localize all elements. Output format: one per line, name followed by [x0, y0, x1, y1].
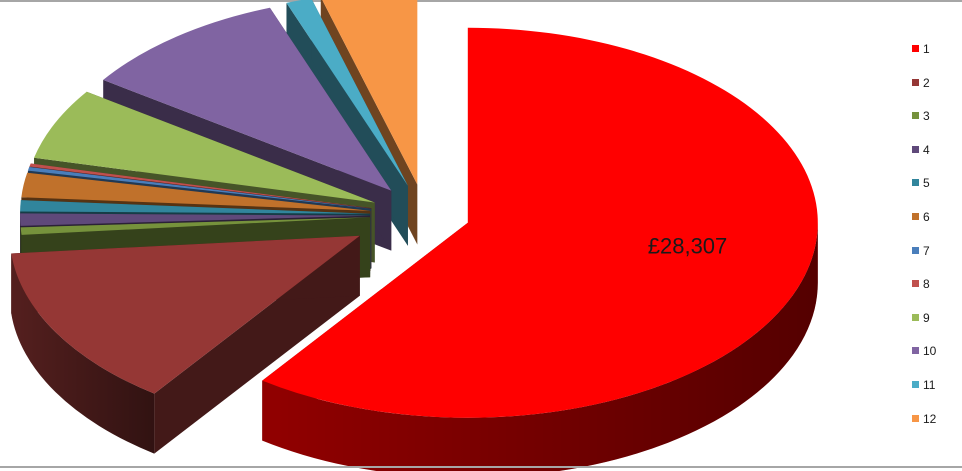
legend-swatch-1 — [912, 45, 919, 52]
legend-item-8: 8 — [912, 277, 962, 291]
data-labels: £28,307 — [648, 234, 728, 259]
top-border-line — [0, 0, 962, 2]
legend-item-11: 11 — [912, 378, 962, 392]
pie-slice-2 — [11, 235, 360, 454]
bottom-border-line — [0, 466, 962, 468]
legend-item-5: 5 — [912, 176, 962, 190]
legend-label-8: 8 — [923, 277, 930, 292]
legend-swatch-3 — [912, 112, 919, 120]
legend-swatch-10 — [912, 347, 919, 355]
legend-swatch-5 — [912, 179, 919, 187]
data-label-1: £28,307 — [648, 234, 728, 259]
legend-label-7: 7 — [923, 243, 930, 258]
legend-swatch-12 — [912, 414, 919, 422]
legend-swatch-9 — [912, 313, 919, 321]
legend-item-1: 1 — [912, 42, 962, 56]
legend-label-1: 1 — [923, 42, 930, 56]
legend-item-2: 2 — [912, 76, 962, 90]
legend-label-3: 3 — [923, 109, 930, 124]
legend-item-7: 7 — [912, 244, 962, 258]
legend-label-6: 6 — [923, 210, 930, 224]
legend-label-10: 10 — [923, 344, 937, 359]
legend-label-11: 11 — [923, 378, 936, 392]
legend-item-4: 4 — [912, 143, 962, 157]
legend-swatch-8 — [912, 280, 919, 288]
legend-label-9: 9 — [923, 310, 930, 325]
legend-label-5: 5 — [923, 176, 930, 191]
legend-swatch-7 — [912, 246, 919, 254]
pie-slices — [11, 0, 818, 471]
legend-label-2: 2 — [923, 75, 930, 90]
legend-swatch-4 — [912, 145, 919, 153]
legend-swatch-2 — [912, 78, 919, 86]
legend-item-10: 10 — [912, 344, 962, 358]
legend-item-12: 12 — [912, 412, 962, 426]
legend-swatch-11 — [912, 381, 919, 388]
pie-slice-1 — [262, 27, 818, 471]
legend-swatch-6 — [912, 213, 919, 220]
legend-item-9: 9 — [912, 311, 962, 325]
legend-item-6: 6 — [912, 210, 962, 224]
legend-label-12: 12 — [923, 411, 937, 426]
legend-item-3: 3 — [912, 109, 962, 123]
legend-label-4: 4 — [923, 142, 930, 157]
